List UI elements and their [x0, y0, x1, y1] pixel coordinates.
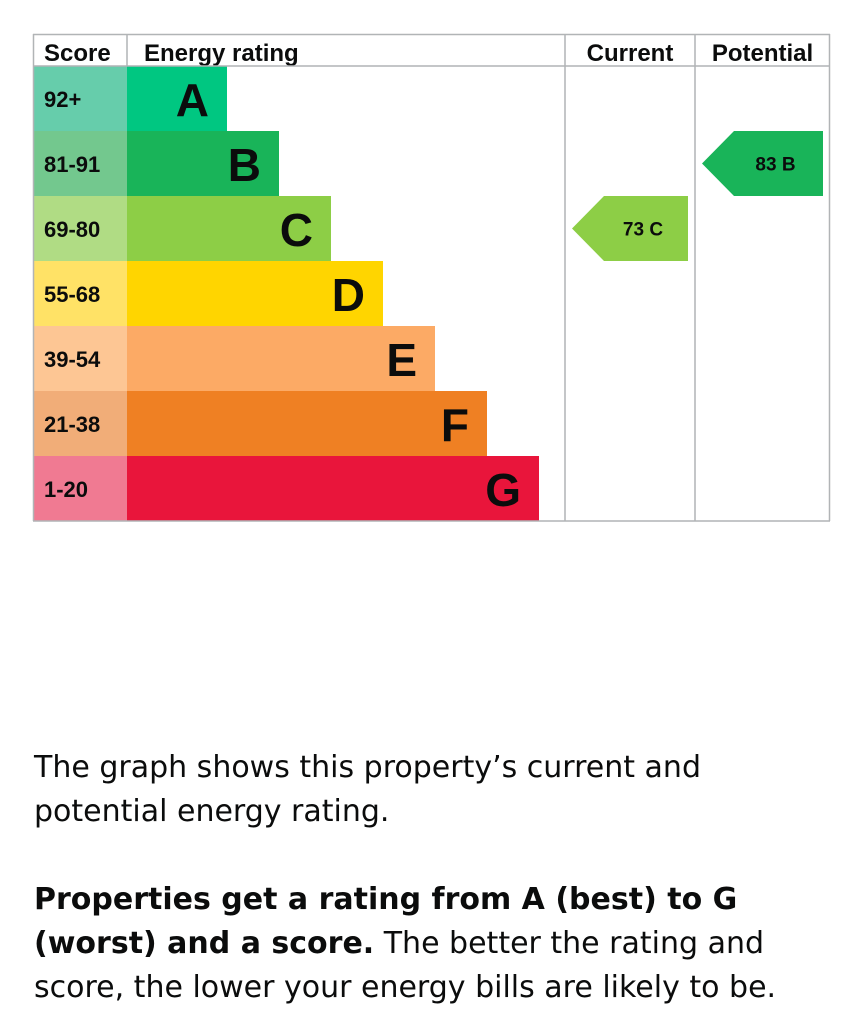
band-letter-a: A — [176, 74, 209, 126]
rating-explanation: Properties get a rating from A (best) to… — [34, 878, 834, 1010]
chart-description: The graph shows this property’s current … — [34, 746, 834, 834]
score-cell-a — [33, 66, 127, 131]
header-energy-rating: Energy rating — [144, 40, 299, 67]
header-current: Current — [587, 40, 674, 67]
band-bar-g — [127, 456, 539, 521]
band-bar-e — [127, 326, 435, 391]
rating-explanation-bold: Properties get a rating from A (best) to… — [34, 882, 738, 961]
band-bar-f — [127, 391, 487, 456]
band-bar-c — [127, 196, 331, 261]
score-cell-c — [33, 196, 127, 261]
header-potential: Potential — [712, 40, 813, 67]
score-cell-e — [33, 326, 127, 391]
description-text: The graph shows this property’s current … — [34, 750, 701, 829]
band-bar-b — [127, 131, 279, 196]
rating-explanation-text: The better the rating and score, the low… — [34, 926, 777, 1005]
score-range-c: 69-80 — [44, 217, 100, 242]
energy-rating-chart: Score Energy rating Current Potential 92+ A 81… — [32, 33, 831, 522]
score-cell-d — [33, 261, 127, 326]
score-range-d: 55-68 — [44, 282, 100, 307]
header-score: Score — [44, 40, 111, 67]
score-range-e: 39-54 — [44, 347, 101, 372]
band-letter-e: E — [386, 334, 417, 386]
score-cell-f — [33, 391, 127, 456]
score-range-g: 1-20 — [44, 477, 88, 502]
band-letter-g: G — [485, 464, 521, 516]
score-range-f: 21-38 — [44, 412, 100, 437]
band-bar-a — [127, 66, 227, 131]
score-cell-b — [33, 131, 127, 196]
score-range-a: 92+ — [44, 87, 81, 112]
band-letter-b: B — [228, 139, 261, 191]
potential-arrow — [702, 131, 823, 196]
score-range-b: 81-91 — [44, 152, 100, 177]
band-letter-f: F — [441, 399, 469, 451]
potential-arrow-label: 83 B — [755, 155, 795, 176]
band-bar-d — [127, 261, 383, 326]
score-cell-g — [33, 456, 127, 521]
band-letter-c: C — [280, 204, 313, 256]
current-arrow-label: 73 C — [623, 220, 663, 241]
current-arrow — [572, 196, 688, 261]
band-letter-d: D — [332, 269, 365, 321]
